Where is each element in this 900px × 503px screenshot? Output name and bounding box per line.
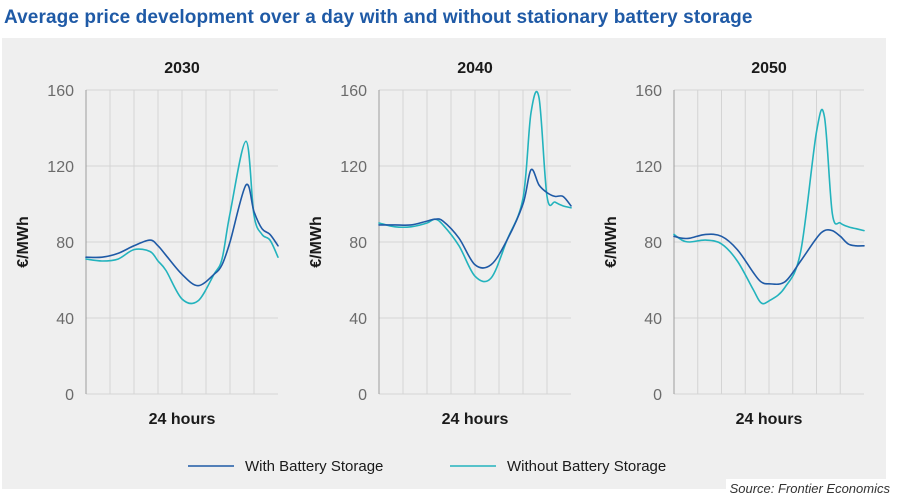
series-line-without-battery	[378, 90, 572, 283]
y-tick-label: 40	[349, 311, 367, 328]
y-tick-label: 120	[47, 159, 74, 176]
series-line-with-battery	[85, 183, 279, 287]
y-tick-label: 80	[56, 235, 74, 252]
y-tick-label: 120	[340, 159, 367, 176]
y-tick-label: 80	[349, 235, 367, 252]
panel-title-2030: 2030	[164, 60, 200, 77]
series-line-without-battery	[673, 108, 865, 305]
panel-title-2050: 2050	[751, 60, 787, 77]
x-axis-label: 24 hours	[149, 411, 216, 428]
y-axis-label: €/MWh	[308, 216, 325, 268]
y-tick-label: 40	[644, 311, 662, 328]
y-tick-label: 0	[65, 387, 74, 404]
chart-svg: 2030 0 40 80 120 160 €/MWh 24 hours 2040 0 40 80 120…	[15, 60, 865, 475]
source-note: Source: Frontier Economics	[725, 479, 894, 498]
series-line-without-battery	[85, 140, 279, 305]
y-tick-label: 80	[644, 235, 662, 252]
legend-label-without-battery: Without Battery Storage	[507, 458, 666, 475]
y-tick-label: 160	[635, 83, 662, 100]
chart-panel: 2030 0 40 80 120 160 €/MWh 24 hours 2040 0 40 80 120…	[2, 38, 886, 489]
series-line-with-battery	[378, 168, 572, 269]
y-tick-label: 0	[653, 387, 662, 404]
series-line-with-battery	[673, 228, 865, 286]
y-tick-label: 160	[340, 83, 367, 100]
y-tick-label: 40	[56, 311, 74, 328]
y-axis-label: €/MWh	[15, 216, 32, 268]
chart-title: Average price development over a day wit…	[4, 7, 753, 28]
y-tick-label: 0	[358, 387, 367, 404]
panel-title-2040: 2040	[457, 60, 493, 77]
legend-label-with-battery: With Battery Storage	[245, 458, 383, 475]
y-axis-label: €/MWh	[603, 216, 620, 268]
x-axis-label: 24 hours	[442, 411, 509, 428]
x-axis-label: 24 hours	[736, 411, 803, 428]
y-tick-label: 160	[47, 83, 74, 100]
y-tick-label: 120	[635, 159, 662, 176]
